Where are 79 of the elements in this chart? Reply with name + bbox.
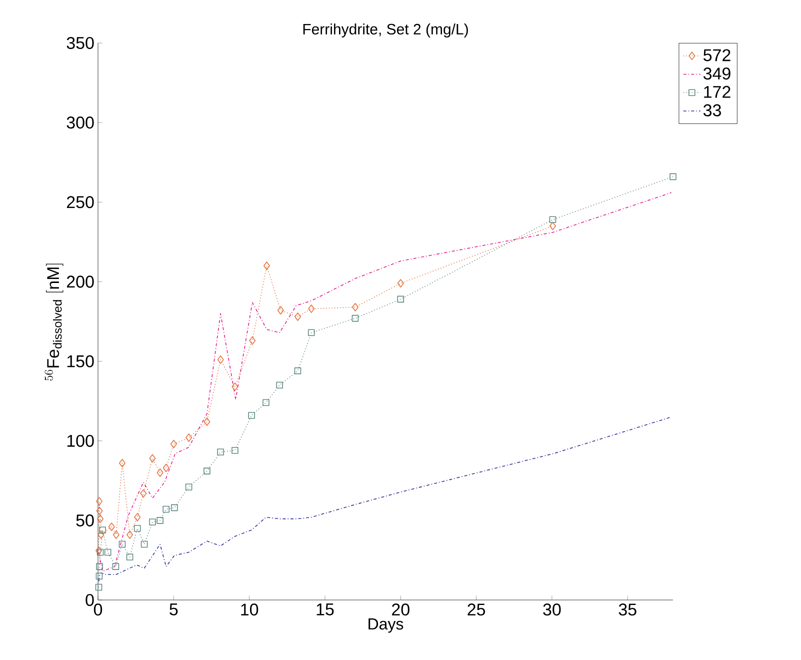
x-axis-title: Days [368,618,404,633]
line-series [98,416,672,582]
point [185,484,192,490]
y-tick-label: 150 [67,355,94,368]
point [549,222,556,230]
legend-label: 349 [703,68,730,80]
point [149,518,156,526]
point [162,464,170,472]
point [96,563,103,570]
point [96,506,103,516]
y-tick-label: 50 [76,514,94,526]
point [217,448,224,456]
chart-title: Ferrihydrite, Set 2 (mg/L) [303,23,468,38]
point [118,540,126,548]
x-tick-label: 35 [618,604,636,616]
x-tick-label: 20 [392,604,410,616]
legend-label: 172 [704,86,730,98]
point [156,468,164,477]
point [670,173,676,180]
point [204,418,210,426]
point [263,262,270,270]
point [112,530,120,539]
point [308,329,315,336]
y-tick-label: 350 [66,36,94,50]
point [156,517,164,524]
y-tick-label: 100 [67,434,94,447]
point [99,526,106,534]
point [171,504,178,512]
y-tick-label: 300 [66,116,94,129]
point [232,446,238,454]
y-tick-label: 250 [66,196,94,208]
x-tick-label: 10 [241,604,258,616]
point [134,524,141,532]
point [108,522,115,531]
point [170,440,177,448]
y-tick-label: 0 [86,594,94,606]
point [204,468,210,474]
point [162,506,170,513]
point [96,572,103,580]
point [248,412,255,419]
point [126,530,134,539]
x-tick-label: 25 [468,604,486,616]
point [352,314,359,322]
point [126,554,134,560]
point [277,306,284,315]
point [217,355,224,364]
point [397,296,404,303]
point [232,382,238,391]
y-tick-label: 200 [66,276,94,288]
legend-label: 33 [703,104,721,116]
point [140,540,148,548]
x-tick-label: 0 [94,604,102,616]
point [118,458,126,468]
point [352,302,358,312]
point [98,530,104,539]
point [96,497,102,506]
point [134,513,141,522]
point [276,382,283,389]
point [262,399,270,406]
point [97,514,104,524]
point [104,548,112,556]
x-tick-label: 5 [170,604,178,616]
point [95,584,102,591]
point [96,546,102,555]
legend-label: 572 [703,49,730,62]
point [149,454,156,463]
point [249,336,256,345]
point [308,304,315,313]
point [96,548,104,556]
y-axis-title: $^{56}\mathrm{Fe}_{\mathrm{dissolved}}\ [\mathrm{nM}]$ [44,264,64,380]
point [140,489,147,498]
point [186,433,192,442]
point [112,563,120,570]
point [294,312,301,321]
point [294,367,302,374]
point [397,279,404,288]
x-tick-label: 30 [543,604,561,616]
point [549,216,556,224]
x-tick-label: 15 [316,604,334,616]
